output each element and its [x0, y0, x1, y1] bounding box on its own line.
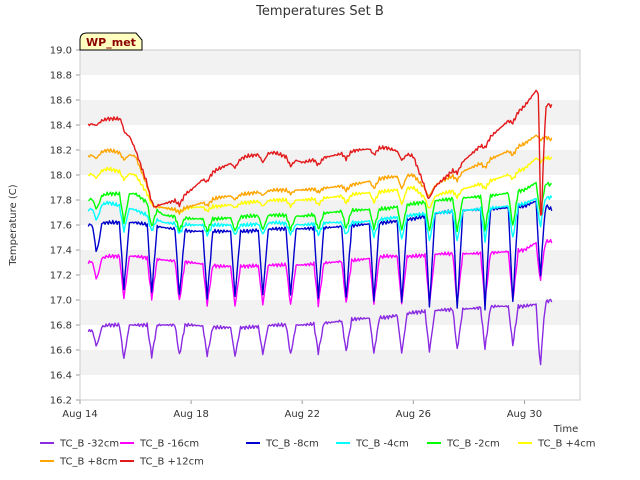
x-axis-label: Time	[553, 424, 578, 435]
legend-label: TC_B -32cm	[59, 439, 119, 450]
grid-band	[80, 275, 580, 300]
y-tick-label: 19.0	[50, 46, 72, 57]
series-line	[87, 134, 553, 215]
x-tick-label: Aug 30	[507, 409, 542, 420]
y-axis-ticks: 16.2 16.4 16.6 16.8 17.0 17.2 17.4 17.6 17.8 18.0…	[50, 46, 80, 407]
y-tick-label: 18.4	[50, 121, 72, 132]
y-axis-label: Temperature (C)	[8, 184, 19, 266]
series-line	[87, 195, 553, 244]
y-tick-label: 18.8	[50, 71, 72, 82]
series-line	[87, 238, 553, 308]
grid-band	[80, 350, 580, 375]
y-tick-label: 17.6	[50, 221, 72, 232]
chart-title: Temperatures Set B	[255, 4, 384, 19]
y-tick-label: 18.0	[50, 171, 72, 182]
series-line	[87, 89, 553, 216]
x-axis-ticks: Aug 14 Aug 18 Aug 22 Aug 26 Aug 30	[62, 400, 542, 420]
x-tick-label: Aug 14	[62, 409, 97, 420]
y-tick-label: 18.2	[50, 146, 72, 157]
grid-band	[80, 50, 580, 75]
y-tick-label: 16.4	[50, 371, 72, 382]
x-tick-label: Aug 22	[285, 409, 320, 420]
x-tick-label: Aug 26	[396, 409, 431, 420]
grid-band	[80, 300, 580, 325]
series-line	[88, 181, 552, 233]
legend: TC_B -32cm TC_B -16cm TC_B -8cm TC_B -4cm TC…	[40, 439, 596, 468]
background-bands	[80, 50, 580, 400]
y-tick-label: 16.8	[50, 321, 72, 332]
y-tick-label: 18.6	[50, 96, 72, 107]
plot-frame	[79, 49, 581, 401]
y-tick-label: 16.2	[50, 396, 72, 407]
wp-met-badge: WP_met	[79, 32, 143, 51]
grid-band	[80, 100, 580, 125]
series-lines	[87, 89, 553, 366]
grid-band	[80, 225, 580, 250]
series-line	[87, 298, 553, 366]
legend-label: TC_B -16cm	[139, 439, 199, 450]
grid-band	[80, 125, 580, 150]
y-tick-label: 17.0	[50, 296, 72, 307]
grid-band	[80, 375, 580, 400]
legend-label: TC_B +8cm	[59, 457, 118, 468]
y-tick-label: 17.2	[50, 271, 72, 282]
grid-band	[80, 325, 580, 350]
legend-label: TC_B +12cm	[139, 457, 204, 468]
y-tick-label: 16.6	[50, 346, 72, 357]
legend-label: TC_B -4cm	[355, 439, 409, 450]
grid-band	[80, 150, 580, 175]
legend-label: TC_B +4cm	[537, 439, 596, 450]
x-tick-label: Aug 18	[173, 409, 208, 420]
grid-band	[80, 75, 580, 100]
wp-met-badge-label: WP_met	[86, 36, 136, 49]
y-tick-label: 17.4	[50, 246, 72, 257]
legend-label: TC_B -8cm	[265, 439, 319, 450]
y-tick-label: 17.8	[50, 196, 72, 207]
legend-label: TC_B -2cm	[446, 439, 500, 450]
